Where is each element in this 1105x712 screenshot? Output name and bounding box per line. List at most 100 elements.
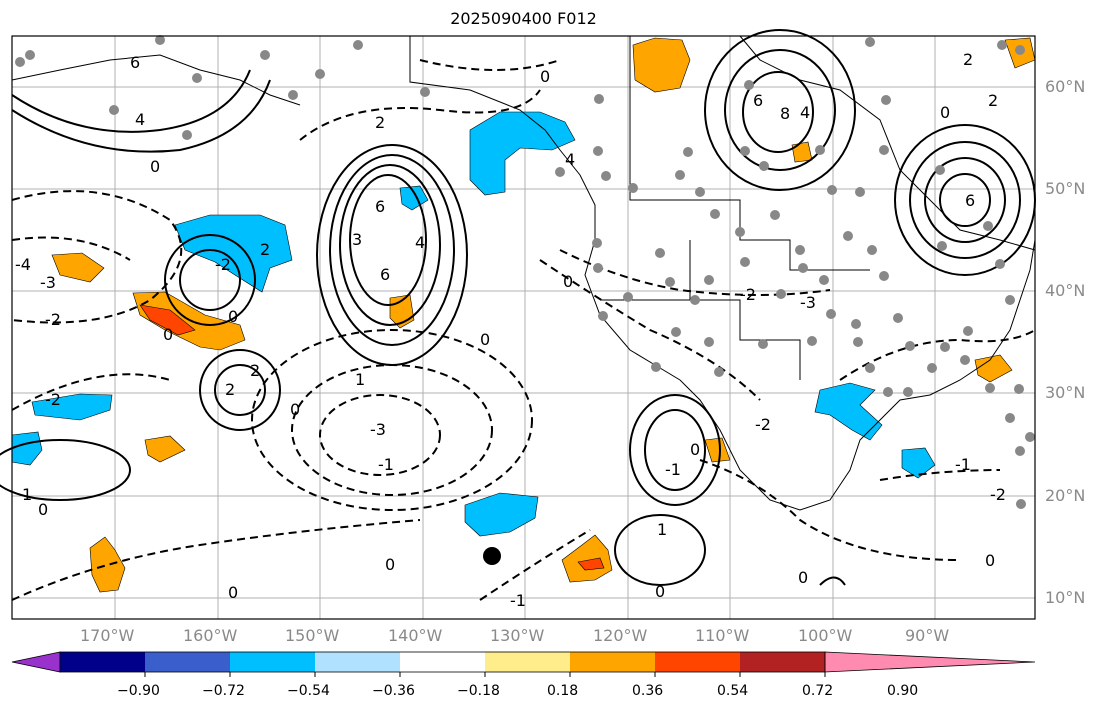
lat-label: 10°N — [1045, 588, 1086, 607]
positive-anomaly-mexico — [561, 534, 613, 583]
lat-label: 50°N — [1045, 179, 1086, 198]
svg-text:0: 0 — [480, 330, 490, 349]
svg-text:4: 4 — [565, 150, 575, 169]
colorbar-tick-label: 0.90 — [887, 683, 919, 699]
svg-text:0: 0 — [290, 400, 300, 419]
lon-label: 140°W — [388, 626, 443, 645]
lon-label: 120°W — [593, 626, 648, 645]
colorbar-segment — [230, 652, 315, 672]
lon-label: 150°W — [285, 626, 340, 645]
svg-text:0: 0 — [563, 272, 573, 291]
svg-text:0: 0 — [150, 157, 160, 176]
svg-text:0: 0 — [228, 307, 238, 326]
svg-text:0: 0 — [985, 551, 995, 570]
colorbar-segment — [570, 652, 655, 672]
positive-anomaly-northwest — [51, 252, 105, 283]
svg-text:-1: -1 — [510, 591, 526, 610]
negative-anomaly-small-b — [901, 447, 936, 479]
colorbar-segment — [740, 652, 825, 672]
lon-label: 170°W — [80, 626, 135, 645]
svg-text:6: 6 — [965, 191, 975, 210]
colorbar-outline — [59, 651, 826, 673]
svg-text:-3: -3 — [370, 420, 386, 439]
lon-label: 90°W — [905, 626, 950, 645]
svg-text:0: 0 — [38, 500, 48, 519]
svg-text:-3: -3 — [800, 293, 816, 312]
lon-label: 110°W — [695, 626, 750, 645]
contour-labels: 1 0 -2 -3 -2 -4 6 4 0 -2 2 0 2 2 0 -3 -1… — [15, 50, 1006, 610]
negative-anomaly-north-pacific — [174, 214, 293, 293]
svg-text:-1: -1 — [378, 455, 394, 474]
svg-text:-2: -2 — [755, 415, 771, 434]
svg-text:0: 0 — [690, 440, 700, 459]
svg-text:2: 2 — [963, 50, 973, 69]
svg-text:-2: -2 — [990, 485, 1006, 504]
shaded-anomalies — [11, 37, 1036, 593]
colorbar-segment — [145, 652, 230, 672]
svg-text:2: 2 — [375, 113, 385, 132]
location-marker — [483, 547, 501, 565]
svg-text:0: 0 — [228, 583, 238, 602]
svg-text:0: 0 — [163, 325, 173, 344]
positive-anomaly-west-pacific — [89, 536, 126, 593]
svg-text:-2: -2 — [740, 285, 756, 304]
lat-label: 60°N — [1045, 77, 1086, 96]
svg-text:0: 0 — [940, 103, 950, 122]
colorbar-segment — [655, 652, 740, 672]
colorbar-extend-min — [11, 651, 61, 673]
colorbar-tick-label: 0.72 — [802, 683, 834, 699]
svg-text:0: 0 — [385, 555, 395, 574]
colorbar-tick-label: −0.36 — [372, 683, 415, 699]
svg-text:6: 6 — [375, 197, 385, 216]
colorbar-segment — [315, 652, 400, 672]
positive-anomaly-mexico-core — [577, 557, 605, 571]
negative-anomaly-hawaii — [464, 492, 539, 537]
colorbar-tick-label: −0.72 — [202, 683, 245, 699]
positive-anomaly-baja — [704, 437, 731, 463]
svg-text:6: 6 — [380, 265, 390, 284]
svg-text:3: 3 — [352, 230, 362, 249]
positive-anomaly-canada — [632, 37, 691, 93]
svg-text:-1: -1 — [665, 460, 681, 479]
lon-label: 160°W — [183, 626, 238, 645]
svg-text:0: 0 — [540, 67, 550, 86]
svg-text:4: 4 — [800, 103, 810, 122]
negative-anomaly-small-a — [31, 393, 113, 421]
svg-text:0: 0 — [655, 582, 665, 601]
svg-text:8: 8 — [780, 104, 790, 123]
colorbar-segment — [60, 652, 145, 672]
svg-text:1: 1 — [22, 485, 32, 504]
positive-anomaly-band-core — [139, 304, 196, 336]
svg-text:-2: -2 — [45, 310, 61, 329]
svg-text:-3: -3 — [40, 273, 56, 292]
svg-text:-2: -2 — [45, 390, 61, 409]
svg-text:-2: -2 — [215, 255, 231, 274]
positive-anomaly-pacific-band — [132, 291, 246, 351]
svg-text:2: 2 — [250, 361, 260, 380]
negative-anomaly-gulf-alaska — [469, 111, 576, 196]
colorbar-tick-label: 0.36 — [632, 683, 664, 699]
negative-anomaly-gulf-mexico — [814, 382, 883, 441]
svg-text:1: 1 — [355, 370, 365, 389]
lat-label: 30°N — [1045, 383, 1086, 402]
station-dots — [15, 35, 1035, 509]
svg-text:2: 2 — [260, 240, 270, 259]
svg-text:2: 2 — [988, 91, 998, 110]
lon-label: 130°W — [490, 626, 545, 645]
svg-text:0: 0 — [798, 568, 808, 587]
lon-label: 100°W — [798, 626, 853, 645]
svg-text:2: 2 — [225, 380, 235, 399]
map-frame — [11, 35, 1036, 620]
colorbar-tick-label: 0.54 — [717, 683, 749, 699]
svg-text:4: 4 — [135, 110, 145, 129]
svg-text:4: 4 — [415, 233, 425, 252]
colorbar-tick-label: −0.18 — [457, 683, 500, 699]
svg-text:-4: -4 — [15, 255, 31, 274]
colorbar-tick-label: −0.54 — [287, 683, 330, 699]
colorbar-tick-label: −0.90 — [117, 683, 160, 699]
coastlines — [11, 35, 1036, 511]
colorbar-extend-max — [824, 651, 1036, 673]
lat-label: 40°N — [1045, 281, 1086, 300]
lat-label: 20°N — [1045, 486, 1086, 505]
